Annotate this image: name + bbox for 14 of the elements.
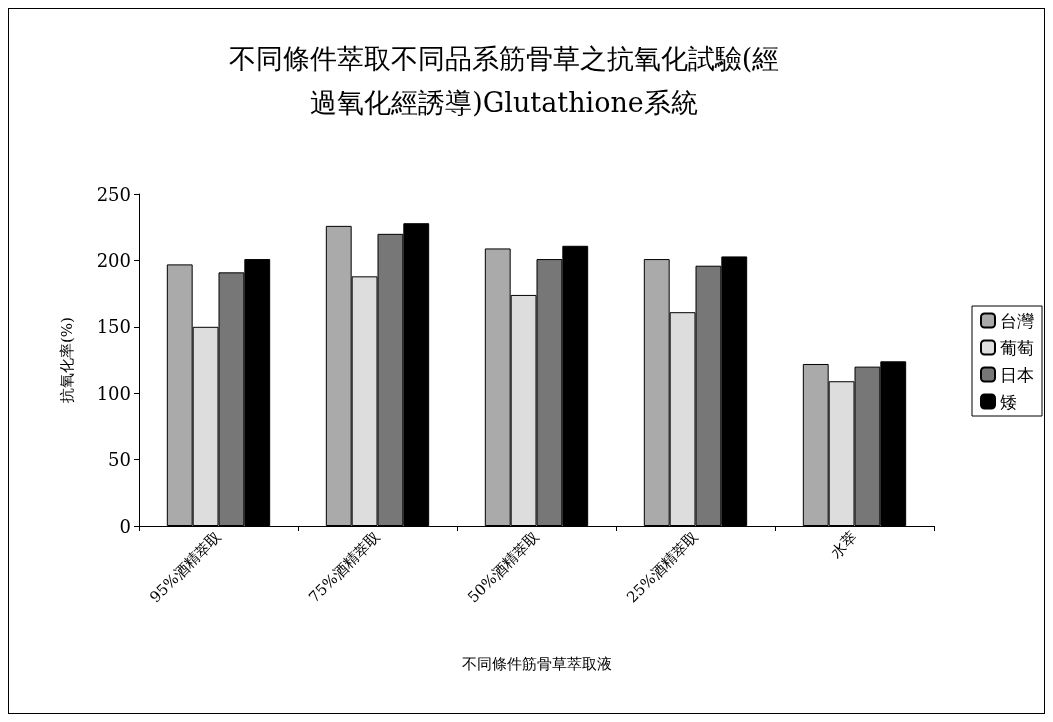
legend-label: 台灣 (1000, 310, 1034, 331)
y-tick-label: 50 (108, 449, 131, 471)
y-tick-label: 150 (96, 316, 131, 338)
legend-label: 矮 (1000, 391, 1017, 412)
legend-label: 葡萄 (1000, 337, 1034, 358)
x-axis-title: 不同條件筋骨草萃取液 (461, 654, 612, 673)
chart-title: 不同條件萃取不同品系筋骨草之抗氧化試驗(經過氧化經誘導)Glutathione系統 (228, 42, 780, 118)
y-tick-label: 250 (96, 183, 131, 205)
y-tick-label: 100 (96, 382, 131, 404)
legend-label: 日本 (1000, 364, 1034, 385)
y-axis-title: 抗氧化率(%) (57, 317, 76, 403)
x-tick-label: 水萃 (826, 527, 861, 562)
y-tick-label: 0 (119, 515, 131, 537)
y-tick-label: 200 (96, 249, 131, 271)
